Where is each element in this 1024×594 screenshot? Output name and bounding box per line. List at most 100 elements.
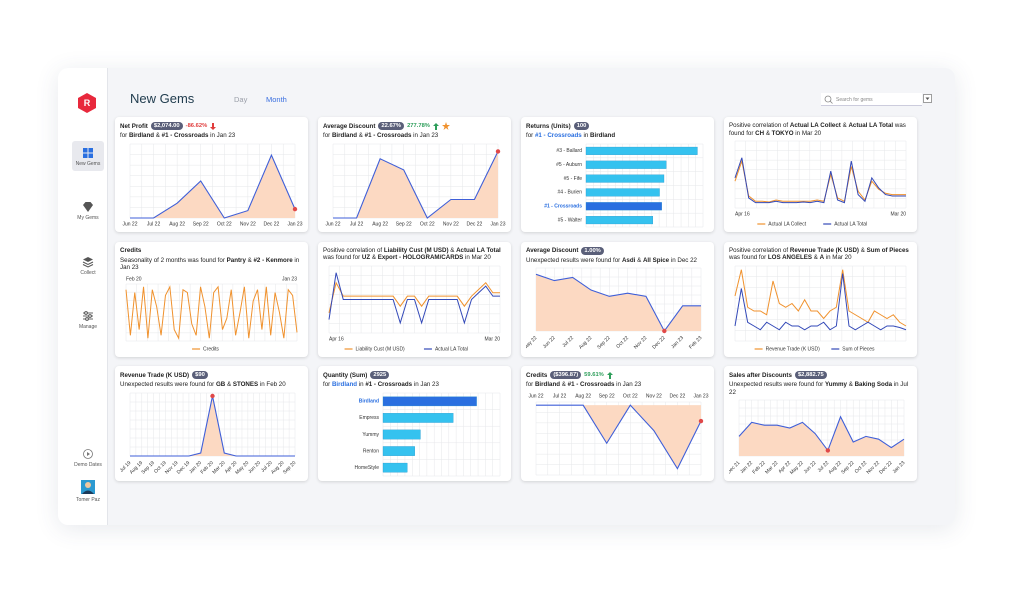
x-tick-label: Jun 20 <box>247 460 262 475</box>
search-dropdown[interactable] <box>923 94 932 103</box>
nav-item[interactable]: Tomer Paz <box>72 477 104 507</box>
line <box>535 273 701 333</box>
subtitle-part: in <box>581 132 590 139</box>
subtitle-part: CH <box>755 129 765 137</box>
subtitle: Positive correlation of Actual LA Collec… <box>729 122 912 137</box>
highlight-point <box>662 328 667 334</box>
subtitle-part: in <box>357 381 366 388</box>
nav-label: Manage <box>78 324 98 330</box>
logo-text: R <box>84 98 91 108</box>
x-tick-label: Jun 22 <box>325 221 340 227</box>
subtitle-part: Positive correlation of <box>323 246 384 254</box>
card: Average Discount 22.67% 277.78% for Birdlan… <box>318 117 511 232</box>
logo-shape <box>78 93 96 113</box>
subtitle-part: & <box>840 122 849 129</box>
subtitle-part: Actual LA Total <box>456 246 501 254</box>
subtitle-part: Actual LA Collect <box>789 122 841 129</box>
legend-label: Credits <box>203 346 219 352</box>
x-tick-label: Dec 22 <box>878 460 894 476</box>
search-box[interactable]: Search for gems <box>821 93 922 106</box>
tab[interactable]: Month <box>266 95 287 104</box>
card-title: Revenue Trade (K USD) <box>120 371 190 379</box>
nav-item[interactable]: My Gems <box>72 195 104 225</box>
line <box>536 403 702 470</box>
card-header: Revenue Trade (K USD) $90 <box>120 370 303 380</box>
x-tick-label: Oct 22 <box>420 221 435 227</box>
card: Sales after Discounts $2,882.75 Unexpected… <box>724 366 917 481</box>
chart: Apr 16 Mar 20 Liability Cust (M USD) Actual… <box>328 265 501 352</box>
y-tick-label: Renton <box>363 448 379 454</box>
legend-label: Actual LA Total <box>435 346 468 352</box>
x-tick-label: May 20 <box>234 460 250 476</box>
subtitle-part: Positive correlation of <box>729 246 790 254</box>
nav-item[interactable]: New Gems <box>72 141 104 171</box>
x-tick-label: Feb 23 <box>688 335 703 350</box>
y-tick-label: #5 - Walter <box>558 217 583 223</box>
x-tick-label: Jan 23 <box>693 393 708 399</box>
change: 59.61% <box>584 372 604 378</box>
x-tick-label: Feb 20 <box>126 276 142 282</box>
subtitle-part: & <box>859 246 867 254</box>
nav-item[interactable]: Collect <box>72 250 104 280</box>
subtitle: Seasonality of 2 months was found for Pa… <box>120 257 303 272</box>
avatar <box>81 480 95 494</box>
subtitle-part: for <box>120 132 129 139</box>
chart: Jun 22 Jul 22 Aug 22 Sep 22 Oct 22 Nov 22 Dec … <box>122 143 303 227</box>
chart-box: May 22 Jun 22 Jul 22 Aug 22 Sep 22 Oct 22 Nov … <box>526 266 709 353</box>
chart: Birdland Empress Yummy Renton HomeStyle <box>355 392 501 476</box>
legend-label: Actual LA Total <box>834 222 867 228</box>
bar <box>382 462 408 473</box>
subtitle-part: Baking Soda <box>854 381 893 388</box>
subtitle-part: Liability Cust (M USD) <box>383 246 449 254</box>
subtitle-part: & <box>812 254 820 262</box>
card: Credits ($396.87) 59.61% for Birdland & #1 … <box>521 366 714 481</box>
badge: ($396.87) <box>550 371 582 379</box>
highlight-point <box>698 418 704 423</box>
subtitle-part: LOS ANGELES <box>767 254 812 262</box>
y-tick-label: Yummy <box>362 431 379 437</box>
nav-item[interactable]: Demo Dates <box>72 442 104 472</box>
x-tick-label: Jul 22 <box>553 393 567 399</box>
nav-icon <box>83 311 93 321</box>
trend-arrow <box>210 122 217 130</box>
area-fill <box>536 404 701 469</box>
x-tick-label: Jul 22 <box>561 335 575 349</box>
trend-arrow <box>606 371 613 379</box>
subtitle: Unexpected results were found for Yummy … <box>729 381 912 396</box>
y-tick-label: HomeStyle <box>355 465 380 471</box>
area-fill <box>739 416 904 457</box>
chart: Jun 22 Jul 22 Aug 22 Sep 22 Oct 22 Nov 22 Dec … <box>325 143 506 227</box>
x-tick-label: Dec 22 <box>467 221 483 227</box>
bar <box>585 146 698 155</box>
change: 277.78% <box>407 123 430 129</box>
chart: Apr 16 Mar 20 Actual LA Collect Actual LA T… <box>734 140 907 228</box>
series-line <box>734 269 907 327</box>
card-header: Average Discount 22.67% 277.78% <box>323 121 506 131</box>
subtitle-part: in Jan 23 <box>411 132 439 139</box>
subtitle-part: Asdi <box>621 256 636 264</box>
x-tick-label: Dec 21 <box>729 460 742 476</box>
subtitle-part: in Mar 20 <box>824 254 852 262</box>
subtitle-part: Birdland <box>331 132 358 139</box>
card-header: Quantity (Sum) 2925 <box>323 370 506 380</box>
nav-item[interactable]: Manage <box>72 304 104 334</box>
tab[interactable]: Day <box>234 95 248 104</box>
x-tick-label: Dec 19 <box>176 460 192 476</box>
legend-label: Liability Cust (M USD) <box>356 346 406 352</box>
subtitle-part: TOKYO <box>771 129 794 137</box>
subtitle-part: in Mar 20 <box>793 129 822 137</box>
y-tick-label: #1 - Crossroads <box>544 203 582 209</box>
nav-icon <box>82 257 94 268</box>
x-tick-label: Sep 20 <box>282 460 298 476</box>
card: Returns (Units) 100 for #1 - Crossroads in… <box>521 117 714 232</box>
subtitle-part: Birdland <box>128 132 155 139</box>
card-header: Credits <box>120 246 303 256</box>
chart-box: Jun 22 Jul 22 Aug 22 Sep 22 Oct 22 Nov 22 Dec … <box>526 391 709 478</box>
subtitle-part: in Feb 20 <box>258 381 286 388</box>
logo: R <box>78 93 96 113</box>
area-fill <box>130 154 295 218</box>
subtitle-part: Seasonality of 2 months was found for <box>120 256 227 264</box>
